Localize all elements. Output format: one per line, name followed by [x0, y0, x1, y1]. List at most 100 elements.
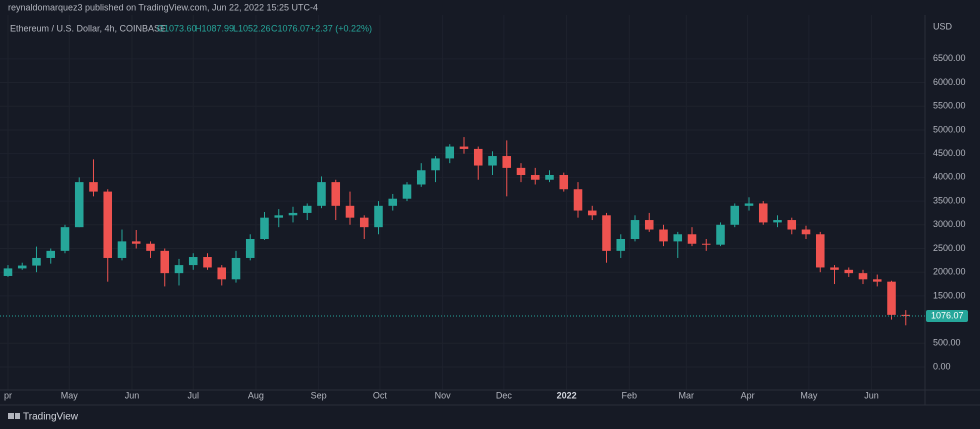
brand: TradingView: [23, 412, 79, 423]
candle-body: [616, 239, 626, 251]
legend-high: H1087.99: [195, 23, 234, 33]
x-tick-label: Oct: [373, 390, 388, 400]
candle-body: [160, 250, 170, 274]
candle-body: [716, 224, 725, 245]
y-tick-label: 0.00: [933, 361, 951, 371]
candle-body: [288, 212, 298, 216]
candle-body: [416, 170, 426, 185]
logo: [8, 413, 20, 419]
x-tick-label: May: [800, 390, 818, 400]
x-tick-label: Jul: [187, 390, 199, 400]
last-price-label: 1076.07: [931, 310, 964, 320]
candle-body: [730, 205, 740, 225]
x-tick-label: Apr: [741, 390, 755, 400]
candle-body: [245, 239, 255, 258]
legend-open: O1073.60: [157, 23, 197, 33]
candle-body: [830, 267, 839, 270]
candle-body: [559, 175, 569, 190]
y-tick-label: 4000.00: [933, 172, 966, 182]
y-tick-label: 2500.00: [933, 243, 966, 253]
y-tick-label: 5500.00: [933, 101, 966, 111]
candle-body: [217, 267, 227, 280]
candle-body: [858, 273, 868, 280]
candle-body: [46, 250, 56, 258]
candle-body: [815, 234, 825, 268]
candle-body: [274, 215, 284, 218]
candle-body: [488, 156, 497, 166]
candle-body: [644, 220, 654, 230]
candle-body: [60, 227, 70, 251]
candle-body: [602, 215, 611, 251]
y-tick-label: 6500.00: [933, 53, 966, 63]
y-tick-label: 3500.00: [933, 195, 966, 205]
candle-body: [74, 182, 84, 228]
candle-body: [374, 205, 383, 228]
candle-body: [844, 269, 854, 274]
candle-body: [887, 281, 896, 315]
candle-body: [687, 234, 697, 244]
x-tick-label: Jun: [864, 390, 879, 400]
candle-body: [630, 220, 640, 240]
candle-body: [388, 198, 398, 206]
candle-body: [260, 217, 269, 240]
candle-body: [701, 243, 711, 245]
candle-body: [587, 210, 597, 216]
symbol: Ethereum / U.S. Dollar, 4h, COINBASE: [10, 23, 166, 33]
candle-body: [188, 257, 198, 266]
candle-body: [502, 156, 512, 168]
y-tick-label: 2000.00: [933, 267, 966, 277]
candle-body: [359, 217, 369, 228]
x-tick-label: Dec: [496, 390, 513, 400]
candle-body: [530, 175, 540, 180]
candle-body: [787, 220, 797, 230]
currency: USD: [933, 21, 953, 31]
candle-body: [302, 205, 312, 213]
candle-body: [231, 257, 241, 280]
candle-body: [473, 148, 483, 166]
candle-body: [3, 268, 13, 276]
y-tick-label: 3000.00: [933, 219, 966, 229]
candle-body: [131, 241, 141, 244]
candle-body: [459, 146, 469, 149]
candle-body: [203, 257, 212, 268]
legend-low: L1052.26: [233, 23, 271, 33]
x-tick-label: Nov: [435, 390, 452, 400]
candle-body: [673, 234, 683, 242]
candle-body: [89, 182, 98, 192]
candle-body: [402, 184, 412, 199]
x-tick-label: Feb: [622, 390, 638, 400]
candle-body: [32, 257, 41, 266]
y-tick-label: 4500.00: [933, 148, 966, 158]
y-tick-label: 6000.00: [933, 77, 966, 87]
candle-body: [744, 203, 754, 206]
x-tick-label: Mar: [679, 390, 695, 400]
x-tick-label: Jun: [125, 390, 140, 400]
candle-body: [146, 243, 155, 251]
publisher: reynaldomarquez3 published on TradingVie…: [8, 2, 318, 12]
candle-body: [103, 191, 113, 258]
candle-body: [773, 220, 782, 223]
x-tick-label: 2022: [557, 390, 577, 400]
candle-body: [174, 265, 184, 274]
legend-change: +2.37 (+0.22%): [310, 23, 372, 33]
candle-body: [659, 229, 668, 242]
candle-body: [431, 158, 440, 171]
candle-body: [345, 205, 355, 218]
candle-body: [317, 182, 326, 206]
candle-body: [331, 182, 341, 206]
last-price-box: [926, 309, 968, 322]
legend-close: C1076.07: [271, 23, 310, 33]
x-tick-label: pr: [4, 390, 12, 400]
candle-body: [758, 203, 768, 223]
candle-body: [573, 189, 583, 211]
y-tick-label: 5000.00: [933, 124, 966, 134]
candle-body: [545, 175, 554, 180]
x-tick-label: Sep: [311, 390, 327, 400]
candle-body: [516, 167, 526, 176]
candle-body: [801, 229, 811, 235]
x-tick-label: May: [61, 390, 79, 400]
y-tick-label: 1500.00: [933, 290, 966, 300]
candle-body: [872, 279, 882, 282]
